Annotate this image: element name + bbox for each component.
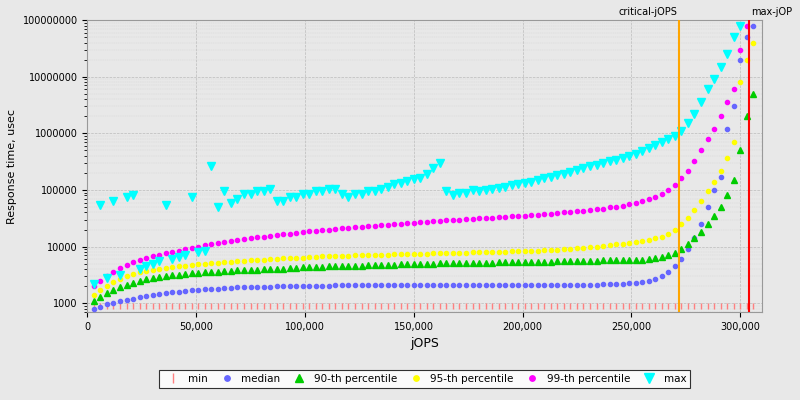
Line: min: min — [90, 302, 757, 309]
Legend: min, median, 90-th percentile, 95-th percentile, 99-th percentile, max: min, median, 90-th percentile, 95-th per… — [159, 370, 690, 388]
min — [553, 304, 562, 308]
max — [213, 204, 222, 209]
Text: critical-jOPS: critical-jOPS — [618, 7, 677, 17]
max — [605, 159, 614, 164]
Line: median: median — [92, 24, 755, 311]
max — [89, 282, 98, 286]
median — [605, 282, 614, 286]
max — [390, 182, 399, 187]
95-th percentile — [749, 40, 758, 45]
95-th percentile — [553, 247, 562, 252]
90-th percentile — [213, 269, 222, 274]
max — [553, 173, 562, 178]
95-th percentile — [89, 292, 98, 297]
99-th percentile — [605, 205, 614, 210]
min — [390, 304, 399, 308]
99-th percentile — [213, 241, 222, 246]
90-th percentile — [657, 255, 666, 260]
max — [233, 196, 242, 201]
95-th percentile — [233, 259, 242, 264]
95-th percentile — [213, 260, 222, 265]
max — [657, 140, 666, 144]
median — [213, 286, 222, 291]
95-th percentile — [605, 243, 614, 248]
median — [89, 306, 98, 311]
90-th percentile — [390, 262, 399, 267]
Line: 90-th percentile: 90-th percentile — [91, 91, 756, 304]
90-th percentile — [553, 259, 562, 264]
90-th percentile — [233, 268, 242, 273]
95-th percentile — [657, 234, 666, 239]
min — [89, 304, 98, 308]
Text: max-jOP: max-jOP — [751, 7, 792, 17]
99-th percentile — [749, 8, 758, 12]
Line: max: max — [90, 0, 758, 288]
99-th percentile — [390, 222, 399, 226]
median — [553, 282, 562, 287]
X-axis label: jOPS: jOPS — [410, 337, 439, 350]
99-th percentile — [553, 211, 562, 216]
min — [657, 304, 666, 308]
median — [390, 282, 399, 287]
median — [233, 285, 242, 290]
median — [749, 23, 758, 28]
Y-axis label: Response time, usec: Response time, usec — [7, 108, 17, 224]
90-th percentile — [605, 258, 614, 263]
median — [657, 274, 666, 279]
min — [605, 304, 614, 308]
min — [749, 304, 758, 308]
Line: 95-th percentile: 95-th percentile — [92, 40, 755, 297]
min — [233, 304, 242, 308]
99-th percentile — [89, 284, 98, 288]
90-th percentile — [89, 298, 98, 303]
95-th percentile — [390, 252, 399, 257]
99-th percentile — [657, 192, 666, 196]
min — [213, 304, 222, 308]
90-th percentile — [749, 91, 758, 96]
Line: 99-th percentile: 99-th percentile — [92, 8, 755, 288]
99-th percentile — [233, 238, 242, 242]
